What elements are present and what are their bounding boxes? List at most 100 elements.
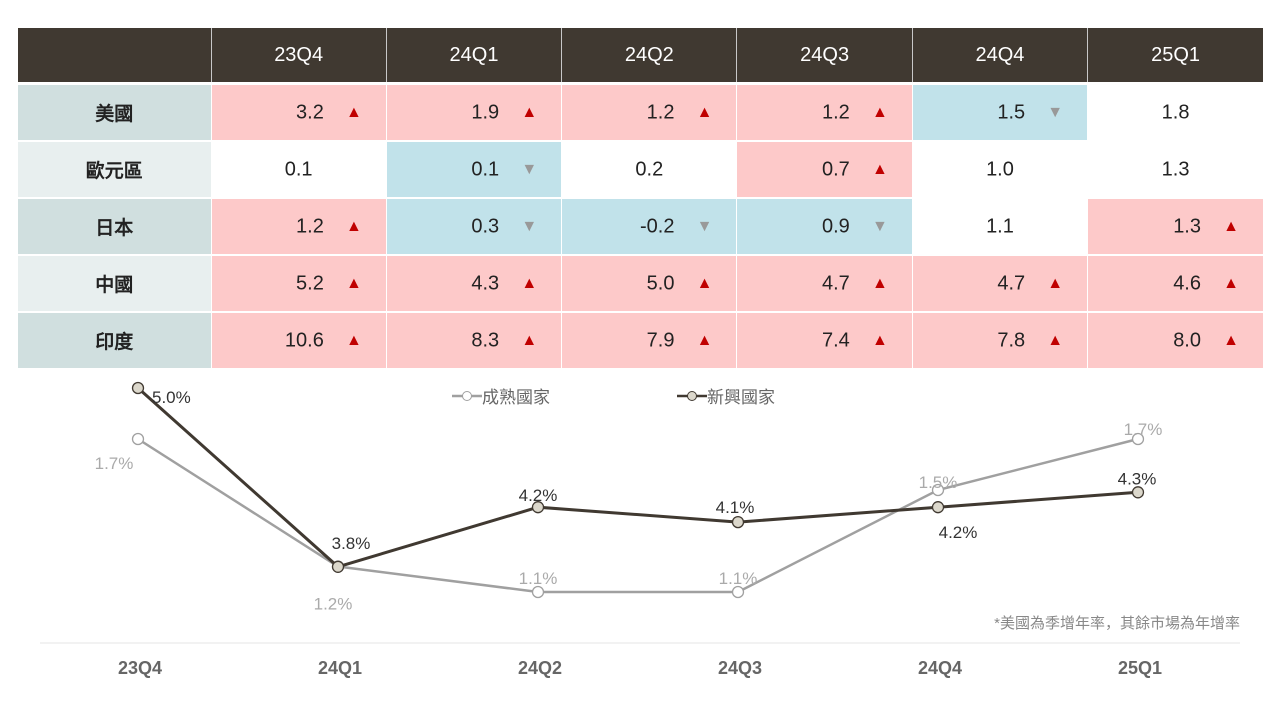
- column-header: 24Q4: [911, 28, 1088, 84]
- table-cell: 5.2 ▲: [210, 254, 387, 312]
- table-row: 日本 1.2 ▲ 0.3 ▼ -0.2 ▼ 0.9 ▼ 1.1 1.3 ▲: [17, 197, 1263, 255]
- series-line-1: [137, 386, 1139, 569]
- table-cell: 0.1: [210, 140, 387, 198]
- data-label: 4.1%: [716, 498, 755, 517]
- up-triangle-icon: ▲: [871, 274, 888, 292]
- data-label: 4.3%: [1118, 469, 1157, 488]
- cell-value: 5.2: [296, 272, 324, 294]
- table-cell: 0.2: [561, 140, 737, 198]
- data-point: [1131, 486, 1145, 499]
- data-label: 1.7%: [1124, 420, 1163, 439]
- cell-value: 7.4: [822, 329, 850, 351]
- up-triangle-icon: ▲: [345, 217, 362, 235]
- table-cell: -0.2 ▼: [561, 197, 737, 255]
- up-triangle-icon: ▲: [521, 274, 538, 292]
- cell-value: 1.2: [646, 101, 675, 123]
- x-tick-label: 24Q4: [918, 658, 962, 678]
- table-row: 歐元區 0.1 0.1 ▼ 0.2 0.7 ▲ 1.0 1.3: [17, 140, 1263, 198]
- row-label: 美國: [17, 82, 211, 141]
- cell-value: 1.3: [1173, 215, 1201, 237]
- cell-value: 4.6: [1173, 272, 1201, 294]
- table-cell: 4.3 ▲: [385, 254, 562, 312]
- cell-value: 4.7: [997, 272, 1026, 294]
- cell-value: 0.3: [471, 215, 500, 237]
- corner-cell: [17, 28, 211, 84]
- table-cell: 1.0: [911, 140, 1088, 198]
- data-point: [731, 585, 745, 599]
- growth-table: 23Q4 24Q1 24Q2 24Q3 24Q4 25Q1 美國 3.2 ▲ 1.9 ▲ 1.2 ▲ 1…: [17, 28, 1263, 368]
- table-cell: 10.6 ▲: [210, 311, 387, 368]
- down-triangle-icon: ▼: [521, 217, 538, 235]
- up-triangle-icon: ▲: [696, 103, 713, 121]
- data-point: [931, 501, 945, 514]
- up-triangle-icon: ▲: [871, 160, 888, 178]
- table-cell: 1.8: [1087, 82, 1263, 141]
- cell-value: 7.8: [997, 329, 1026, 351]
- series-line-0: [137, 437, 1139, 594]
- table-row: 美國 3.2 ▲ 1.9 ▲ 1.2 ▲ 1.2 ▲ 1.5 ▼ 1.8: [17, 82, 1263, 141]
- cell-value: 1.0: [986, 158, 1014, 180]
- footnote: *美國為季增年率，其餘市場為年增率: [994, 615, 1240, 632]
- legend-emerging-label: 新興國家: [707, 388, 775, 407]
- up-triangle-icon: ▲: [345, 103, 362, 121]
- column-header: 24Q3: [736, 28, 913, 84]
- cell-value: -0.2: [640, 215, 675, 237]
- row-label: 日本: [17, 197, 211, 255]
- table-cell: 1.5 ▼: [911, 82, 1088, 141]
- table-cell: 4.7 ▲: [736, 254, 913, 312]
- data-label: 1.2%: [314, 595, 353, 614]
- column-header: 25Q1: [1087, 28, 1263, 84]
- column-header: 24Q1: [385, 28, 562, 84]
- up-triangle-icon: ▲: [1047, 331, 1064, 349]
- x-tick-label: 25Q1: [1118, 658, 1162, 678]
- column-header: 24Q2: [561, 28, 737, 84]
- table-cell: 7.4 ▲: [736, 311, 913, 368]
- cell-value: 0.2: [635, 158, 664, 180]
- cell-value: 1.8: [1161, 101, 1190, 123]
- cell-value: 1.1: [986, 215, 1014, 237]
- table-cell: 7.9 ▲: [561, 311, 737, 368]
- data-label: 3.8%: [332, 534, 371, 553]
- data-point: [931, 483, 945, 497]
- table-cell: 0.7 ▲: [736, 140, 913, 198]
- cell-value: 3.2: [296, 101, 324, 123]
- legend-mature: 成熟國家: [452, 383, 550, 408]
- cell-value: 4.7: [822, 272, 850, 294]
- x-tick-label: 23Q4: [118, 658, 162, 678]
- up-triangle-icon: ▲: [1047, 274, 1064, 292]
- table-cell: 3.2 ▲: [210, 82, 387, 141]
- cell-value: 4.3: [471, 272, 500, 294]
- cell-value: 0.1: [284, 158, 313, 180]
- cell-value: 0.1: [471, 158, 500, 180]
- up-triangle-icon: ▲: [696, 331, 713, 349]
- data-label: 4.2%: [939, 523, 978, 542]
- up-triangle-icon: ▲: [345, 331, 362, 349]
- up-triangle-icon: ▲: [1223, 274, 1239, 292]
- cell-value: 10.6: [284, 329, 324, 351]
- table-cell: 1.2 ▲: [210, 197, 387, 255]
- cell-value: 1.9: [471, 101, 500, 123]
- row-label: 中國: [17, 254, 211, 312]
- up-triangle-icon: ▲: [1223, 217, 1239, 235]
- x-tick-label: 24Q3: [718, 658, 762, 678]
- data-point: [731, 515, 745, 529]
- down-triangle-icon: ▼: [1047, 103, 1064, 121]
- cell-value: 8.3: [471, 329, 500, 351]
- up-triangle-icon: ▲: [521, 103, 538, 121]
- down-triangle-icon: ▼: [696, 217, 713, 235]
- table-cell: 4.6 ▲: [1087, 254, 1263, 312]
- cell-value: 0.7: [822, 158, 850, 180]
- table-cell: 0.1 ▼: [385, 140, 562, 198]
- data-point: [531, 585, 545, 599]
- table-cell: 0.3 ▼: [385, 197, 562, 255]
- up-triangle-icon: ▲: [871, 103, 888, 121]
- down-triangle-icon: ▼: [521, 160, 538, 178]
- table-cell: 4.7 ▲: [911, 254, 1088, 312]
- data-label: 1.1%: [519, 569, 558, 588]
- data-label: 1.5%: [919, 473, 958, 492]
- data-label: 4.2%: [519, 486, 558, 505]
- data-point: [1131, 432, 1145, 446]
- cell-value: 5.0: [646, 272, 675, 294]
- up-triangle-icon: ▲: [696, 274, 713, 292]
- data-label: 1.7%: [95, 454, 134, 473]
